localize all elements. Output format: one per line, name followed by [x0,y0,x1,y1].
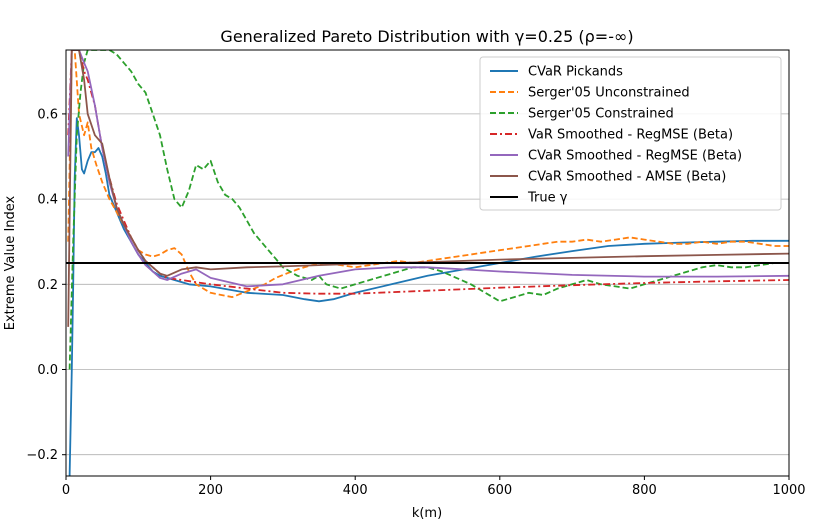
x-axis-label: k(m) [412,506,442,519]
legend: CVaR Pickands Serger'05 Unconstrained Serg… [479,56,782,211]
y-tick-label-4: 0.6 [37,107,58,122]
chart-title: Generalized Pareto Distribution with γ=0… [220,27,633,46]
plot-frame [65,49,790,477]
x-tick-label-4: 800 [632,483,657,498]
series-line-5 [67,50,789,327]
series-line-2 [68,50,789,370]
y-axis-ticks: −0.2 0.0 0.2 0.4 0.6 [26,107,66,463]
legend-box [479,56,782,211]
x-tick-label-2: 400 [343,483,368,498]
series-lines [66,50,789,476]
legend-label-5: CVaR Smoothed - AMSE (Beta) [528,170,726,185]
y-axis-label: Extreme Value Index [3,195,18,330]
series-line-4 [67,50,789,288]
legend-label-3: VaR Smoothed - RegMSE (Beta) [528,128,733,143]
legend-label-0: CVaR Pickands [528,65,623,80]
x-tick-label-0: 0 [62,483,70,498]
legend-label-2: Serger'05 Constrained [528,107,674,122]
x-axis-ticks: 0 200 400 600 800 1000 [62,476,806,498]
y-tick-label-1: 0.0 [37,363,58,378]
y-tick-label-0: −0.2 [26,448,58,463]
legend-label-6: True γ [527,191,568,206]
y-tick-label-3: 0.4 [37,193,58,208]
legend-label-1: Serger'05 Unconstrained [528,86,690,101]
legend-label-4: CVaR Smoothed - RegMSE (Beta) [528,149,742,164]
x-tick-label-5: 1000 [772,483,805,498]
series-line-3 [67,50,789,295]
x-tick-label-1: 200 [198,483,223,498]
x-tick-label-3: 600 [487,483,512,498]
series-line-0 [68,117,789,476]
y-tick-label-2: 0.2 [37,278,58,293]
